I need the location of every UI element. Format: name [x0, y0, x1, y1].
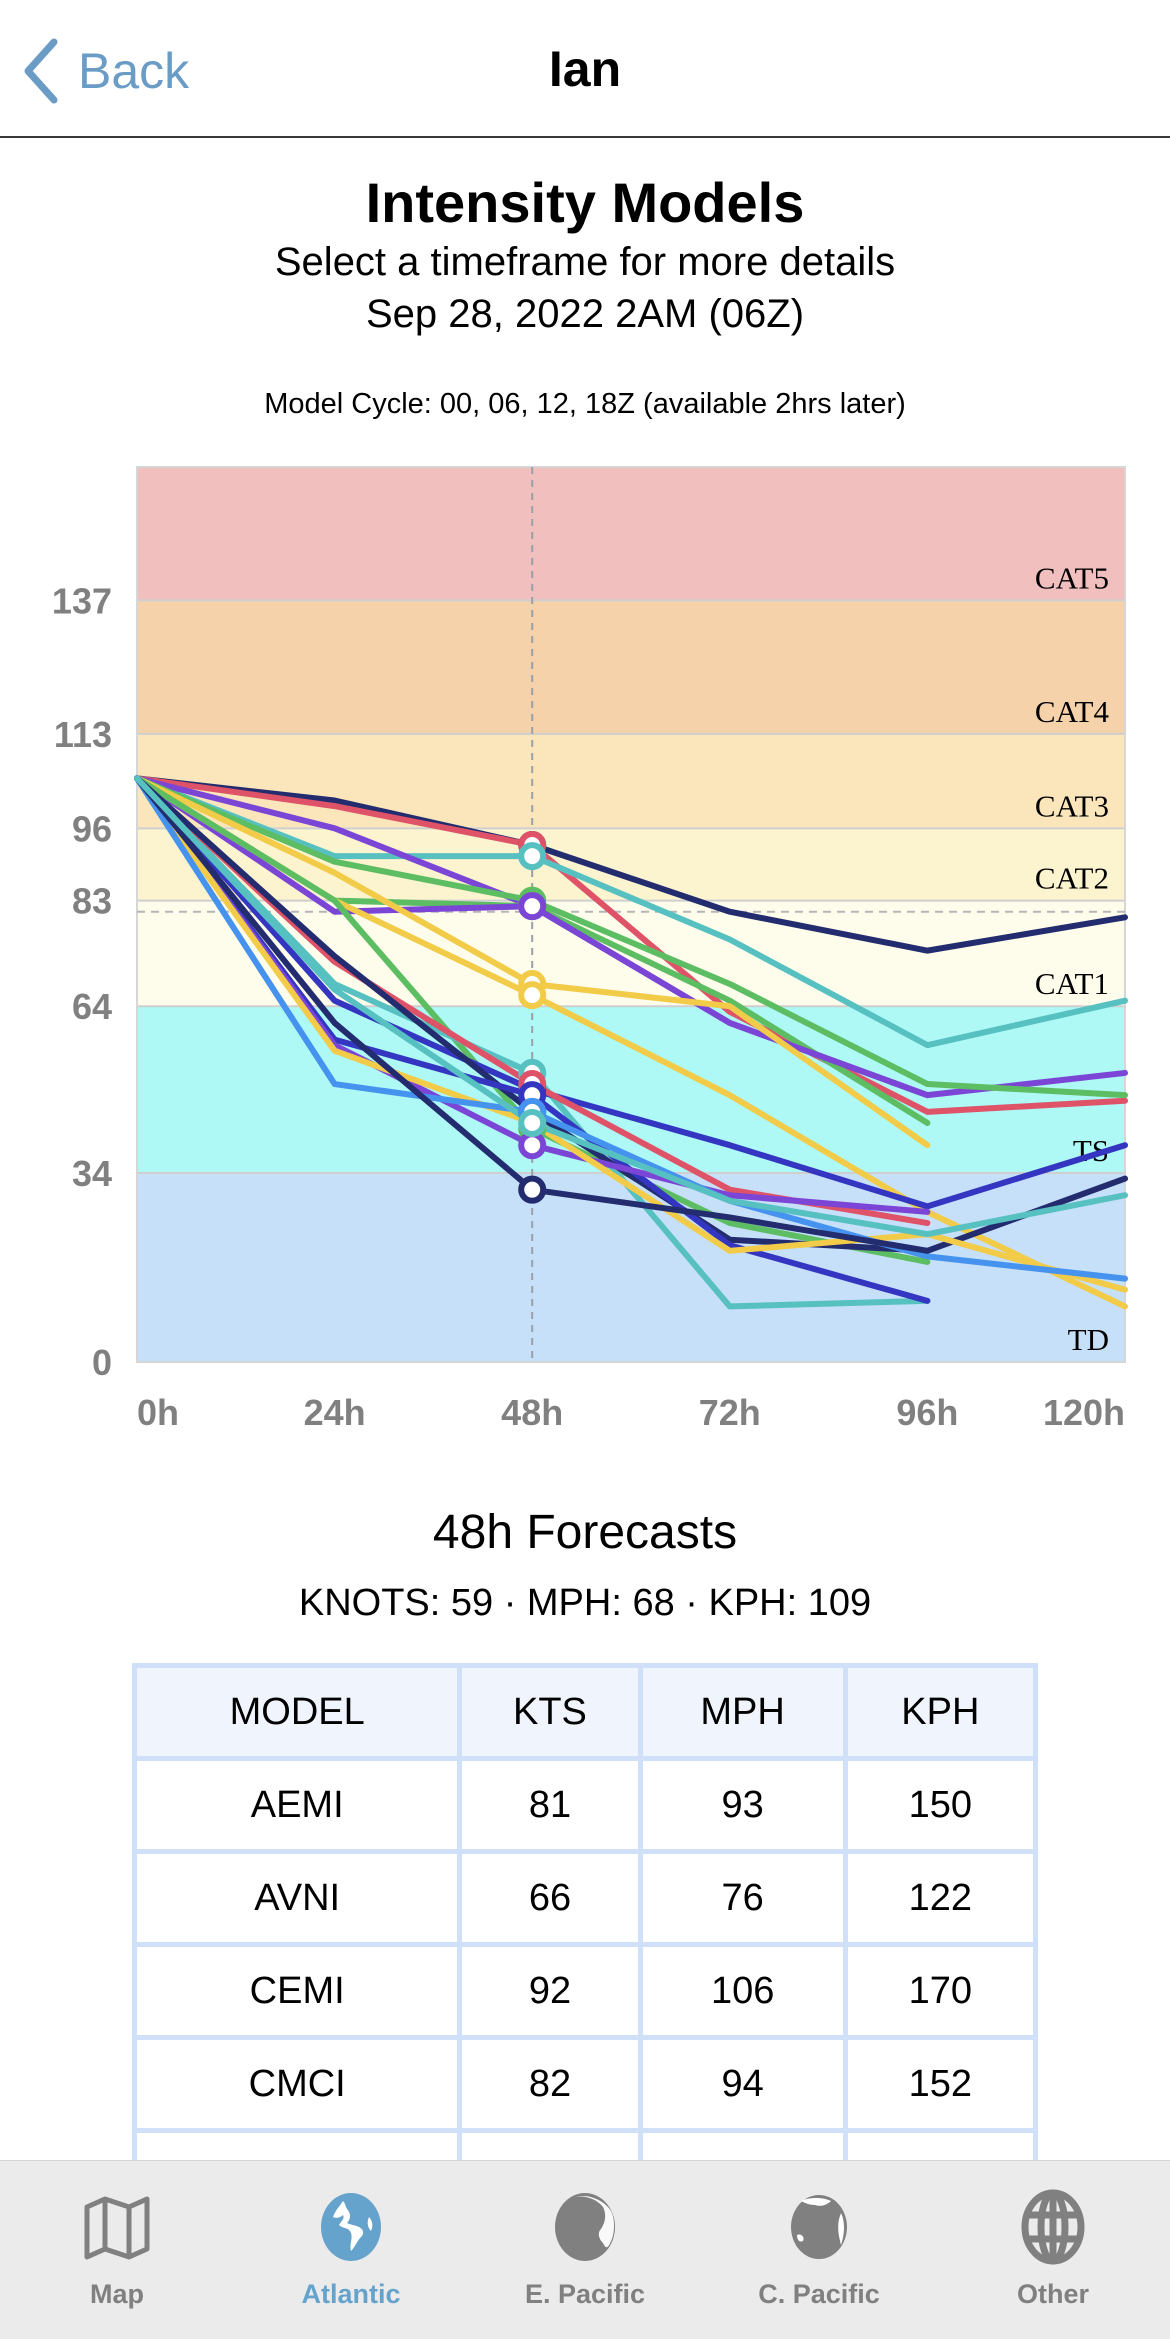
back-label: Back	[78, 43, 190, 99]
band-label: CAT2	[1035, 861, 1109, 896]
tab-bar: Map Atlantic E. Pacific C. Pacific Other	[0, 2160, 1170, 2339]
navigation-bar: Back Ian	[0, 0, 1170, 138]
series-point-marker[interactable]	[518, 892, 547, 921]
forecast-title: 48h Forecasts	[432, 1506, 738, 1559]
x-tick-48h[interactable]: 48h	[501, 1392, 563, 1433]
series-point-marker[interactable]	[518, 1108, 547, 1137]
table-cell: AEMI	[137, 1761, 458, 1849]
band-label: CAT1	[1035, 966, 1109, 1001]
x-tick-72h[interactable]: 72h	[699, 1392, 761, 1433]
table-row: AEMI 81 93 150	[137, 1761, 1033, 1849]
column-header-mph: MPH	[642, 1668, 843, 1756]
forecast-date: Sep 28, 2022 2AM (06Z)	[365, 292, 805, 336]
y-tick-label: 34	[72, 1153, 112, 1194]
forecast-summary: KNOTS: 59 · MPH: 68 · KPH: 109	[298, 1582, 872, 1624]
series-line	[134, 775, 1128, 1282]
globe-atlantic-icon	[321, 2193, 381, 2261]
table-cell: 66	[462, 1854, 638, 1942]
tab-label: E. Pacific	[524, 2279, 646, 2309]
series-point-marker[interactable]	[518, 842, 547, 871]
band-label: TD	[1068, 1322, 1109, 1357]
series-line	[134, 775, 1128, 1293]
band-cat3	[137, 733, 1125, 829]
tab-other[interactable]: Other	[936, 2161, 1170, 2339]
table-cell: 82	[462, 2040, 638, 2128]
table-cell	[462, 2133, 638, 2163]
table-cell: AVNI	[137, 1854, 458, 1942]
table-cell: 94	[642, 2040, 843, 2128]
tab-label: Map	[90, 2279, 144, 2309]
x-tick-96h[interactable]: 96h	[896, 1392, 958, 1433]
table-cell: 152	[847, 2040, 1033, 2128]
intensity-chart[interactable]: TDTSCAT1CAT2CAT3CAT4CAT50346483961131370…	[0, 440, 1170, 1440]
table-header-row: MODEL KTS MPH KPH	[137, 1668, 1033, 1756]
globe-pacific-icon	[791, 2195, 847, 2259]
band-label: CAT5	[1035, 560, 1109, 595]
table-cell: 76	[642, 1854, 843, 1942]
band-cat4	[137, 600, 1125, 734]
tab-atlantic[interactable]: Atlantic	[234, 2161, 468, 2339]
table-cell: 170	[847, 1947, 1033, 2035]
page-subtitle: Select a timeframe for more details	[274, 240, 896, 284]
forecast-table-container: MODEL KTS MPH KPH AEMI 81 93 150 AVNI 66 76 122 CEM…	[132, 1663, 1038, 2163]
tab-e-pacific[interactable]: E. Pacific	[468, 2161, 702, 2339]
table-row	[137, 2133, 1033, 2163]
page-title: Intensity Models	[365, 171, 805, 234]
table-cell	[847, 2133, 1033, 2163]
series-line	[134, 775, 1128, 954]
series-point-marker[interactable]	[518, 981, 547, 1010]
band-label: CAT4	[1035, 694, 1110, 729]
chevron-left-icon	[24, 38, 58, 104]
series-line	[134, 775, 1128, 1238]
y-tick-label: 96	[72, 808, 112, 849]
tab-label: C. Pacific	[758, 2279, 880, 2309]
tab-label: Other	[1016, 2279, 1089, 2309]
series-point-marker[interactable]	[518, 1175, 547, 1204]
table-cell	[137, 2133, 458, 2163]
table-cell: CMCI	[137, 2040, 458, 2128]
y-tick-label: 64	[72, 986, 112, 1027]
table-row: CEMI 92 106 170	[137, 1947, 1033, 2035]
band-label: CAT3	[1035, 788, 1109, 823]
x-tick-24h[interactable]: 24h	[304, 1392, 366, 1433]
tab-map[interactable]: Map	[0, 2161, 234, 2339]
series-line	[134, 775, 1128, 1254]
series-point-marker[interactable]	[518, 1131, 547, 1160]
model-cycle-note: Model Cycle: 00, 06, 12, 18Z (available …	[264, 388, 906, 420]
band-cat5	[137, 467, 1125, 601]
column-header-kph: KPH	[847, 1668, 1033, 1756]
nav-title: Ian	[548, 41, 622, 97]
y-tick-label: 137	[52, 580, 112, 621]
series-line	[134, 775, 1128, 1049]
table-cell: 92	[462, 1947, 638, 2035]
globe-grid-icon	[1021, 2189, 1085, 2265]
x-tick-120h[interactable]: 120h	[1043, 1392, 1125, 1433]
column-header-kts: KTS	[462, 1668, 638, 1756]
table-cell: 93	[642, 1761, 843, 1849]
table-cell: 150	[847, 1761, 1033, 1849]
table-cell: 106	[642, 1947, 843, 2035]
column-header-model: MODEL	[137, 1668, 458, 1756]
y-tick-label: 0	[92, 1342, 112, 1383]
table-row: CMCI 82 94 152	[137, 2040, 1033, 2128]
x-tick-0h[interactable]: 0h	[137, 1392, 179, 1433]
table-cell	[642, 2133, 843, 2163]
table-row: AVNI 66 76 122	[137, 1854, 1033, 1942]
table-cell: 122	[847, 1854, 1033, 1942]
table-cell: 81	[462, 1761, 638, 1849]
series-line	[134, 775, 1128, 1099]
map-icon	[84, 2196, 150, 2260]
series-line	[134, 775, 1128, 1115]
y-tick-label: 113	[54, 714, 112, 755]
table-cell: CEMI	[137, 1947, 458, 2035]
tab-label: Atlantic	[301, 2279, 401, 2309]
series-line	[134, 775, 1128, 1210]
forecast-table: MODEL KTS MPH KPH AEMI 81 93 150 AVNI 66 76 122 CEM…	[132, 1663, 1038, 2163]
back-button[interactable]: Back	[22, 36, 189, 106]
tab-c-pacific[interactable]: C. Pacific	[702, 2161, 936, 2339]
globe-americas-icon	[555, 2193, 615, 2261]
y-tick-label: 83	[72, 881, 112, 922]
